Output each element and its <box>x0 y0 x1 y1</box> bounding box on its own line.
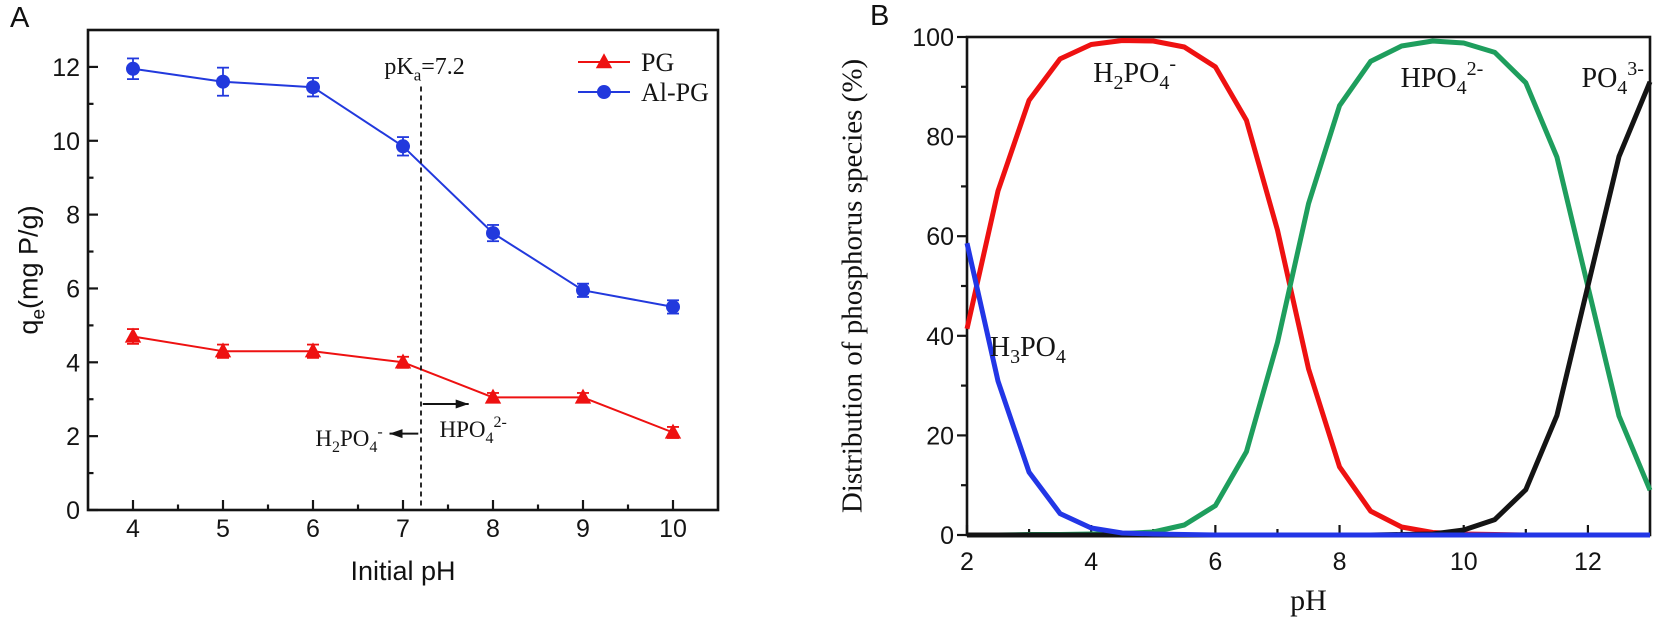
y-tick-label-4: 4 <box>66 349 80 377</box>
series-Al-PG-marker <box>126 61 140 76</box>
panel-a-y-label-main: q <box>13 319 44 335</box>
panel-a-y-label-subscript: e <box>28 308 50 320</box>
series-H2PO4- <box>964 38 1650 538</box>
series-PG-marker <box>664 423 682 439</box>
panel-a-y-label-units: (mg P/g) <box>13 205 44 309</box>
curve-label-H2PO4-: H2PO4- <box>1093 53 1176 94</box>
panel-b-x-axis-label: pH <box>1290 584 1327 617</box>
legend-label-PG: PG <box>641 48 674 77</box>
panel-a-y-axis-label: qe(mg P/g) <box>14 205 51 334</box>
y-tick-label-12: 12 <box>52 54 80 82</box>
legend-marker-PG <box>595 53 613 69</box>
x-tick-label-4: 4 <box>126 515 140 543</box>
series-H2PO4--line <box>964 38 1650 538</box>
series-PG <box>124 327 682 439</box>
x-tick-label-7: 7 <box>396 515 410 543</box>
x-tick-label-8: 8 <box>1333 548 1347 576</box>
x-tick-label-9: 9 <box>576 515 590 543</box>
series-HPO4 2--line <box>967 38 1653 538</box>
x-tick-label-10: 10 <box>659 515 687 543</box>
series-Al-PG-marker <box>666 299 680 314</box>
series-Al-PG-line <box>132 67 674 308</box>
y-tick-label-60: 60 <box>926 223 954 251</box>
y-tick-label-100: 100 <box>912 24 954 52</box>
x-tick-label-4: 4 <box>1084 548 1098 576</box>
y-tick-label-0: 0 <box>940 522 954 550</box>
y-tick-label-10: 10 <box>52 128 80 156</box>
y-tick-label-2: 2 <box>66 423 80 451</box>
legend-label-Al-PG: Al-PG <box>641 78 709 107</box>
panel-b-ticks: 2 4 6 8 10 12 0 20 40 60 80 100 <box>912 24 1602 576</box>
series-Al-PG-marker <box>486 226 500 241</box>
panel-a-letter: A <box>10 2 30 34</box>
panel-b-letter: B <box>870 0 890 32</box>
y-tick-label-20: 20 <box>926 422 954 450</box>
series-PG-marker <box>484 388 502 404</box>
series-PG-marker <box>304 342 322 358</box>
x-tick-label-2: 2 <box>960 548 974 576</box>
panel-b-y-axis-label: Distribution of phosphorus species (%) <box>836 58 869 514</box>
series-PO4 3- <box>967 80 1653 538</box>
legend-marker-Al-PG <box>597 85 611 99</box>
panel-b-plot: 2 4 6 8 10 12 0 20 40 60 80 100 H2PO4- HPO42- PO43- H3P… <box>912 24 1653 576</box>
series-Al-PG-marker <box>216 74 230 89</box>
x-tick-label-5: 5 <box>216 515 230 543</box>
x-tick-label-6: 6 <box>306 515 320 543</box>
y-tick-label-80: 80 <box>926 124 954 152</box>
pka-label: pKa=7.2 <box>384 54 464 84</box>
series-PG-marker <box>214 342 232 358</box>
series-PO4 3--line <box>967 80 1653 538</box>
species-label-left: H2PO4- <box>315 423 382 456</box>
series-Al-PG-marker <box>396 139 410 154</box>
series-Al-PG <box>126 57 680 315</box>
y-tick-label-40: 40 <box>926 323 954 351</box>
curve-label-PO4 3-: PO43- <box>1582 58 1644 99</box>
series-PG-marker <box>574 388 592 404</box>
series-Al-PG-marker <box>576 283 590 298</box>
series-H3PO4-line <box>964 242 1650 538</box>
y-tick-label-6: 6 <box>66 275 80 303</box>
y-tick-label-0: 0 <box>66 497 80 525</box>
panel-a-ticks: 4 5 6 7 8 9 10 0 2 4 6 8 10 12 <box>52 54 687 543</box>
species-arrow-right-head <box>455 399 469 409</box>
x-tick-label-12: 12 <box>1574 548 1602 576</box>
x-tick-label-8: 8 <box>486 515 500 543</box>
x-tick-label-6: 6 <box>1208 548 1222 576</box>
curve-label-HPO4 2-: HPO42- <box>1401 58 1484 99</box>
y-tick-label-8: 8 <box>66 202 80 230</box>
series-PG-marker <box>124 327 142 343</box>
series-H3PO4 <box>964 242 1650 538</box>
annotations: pKa=7.2 H2PO4- HPO42- <box>315 54 507 510</box>
species-arrow-left-head <box>389 429 403 439</box>
series-PG-line <box>132 335 674 434</box>
series-PG-marker <box>394 353 412 369</box>
species-label-right: HPO42- <box>440 414 507 447</box>
panel-b-frame <box>965 35 1652 537</box>
curve-label-H3PO4: H3PO4 <box>990 332 1066 368</box>
series-Al-PG-marker <box>306 80 320 95</box>
panel-a-frame <box>86 28 720 512</box>
series-HPO4 2- <box>967 38 1653 538</box>
x-tick-label-10: 10 <box>1450 548 1478 576</box>
panel-a-x-axis-label: Initial pH <box>350 556 456 586</box>
